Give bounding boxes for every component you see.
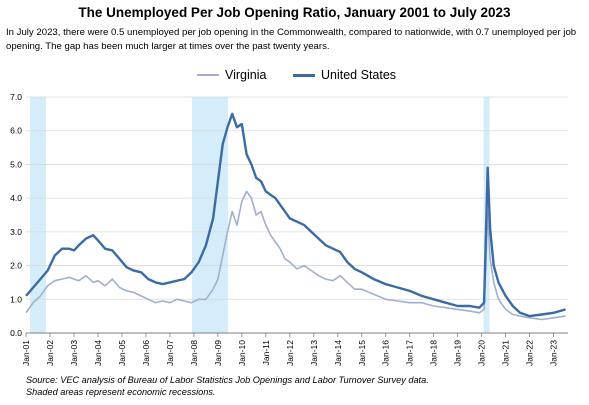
legend-item-virginia: Virginia: [197, 68, 266, 82]
x-tick-label-8: Jan-09: [213, 340, 223, 366]
x-tick-label-13: Jan-14: [333, 340, 343, 366]
x-tick-label-19: Jan-20: [477, 340, 487, 366]
series-line-virginia: [25, 190, 566, 321]
legend-item-united-states: United States: [293, 68, 396, 82]
legend-swatch-virginia: [197, 74, 219, 76]
y-tick-label-4: 4.0: [10, 193, 22, 203]
y-tick-label-7: 7.0: [10, 92, 22, 102]
recession-note: Shaded areas represent economic recessio…: [26, 387, 216, 397]
recession-band-1: [191, 97, 228, 333]
chart-title: The Unemployed Per Job Opening Ratio, Ja…: [78, 5, 511, 20]
x-tick-label-15: Jan-16: [381, 340, 391, 366]
y-tick-label-6: 6.0: [10, 126, 22, 136]
x-tick-label-7: Jan-08: [189, 340, 199, 366]
x-tick-label-6: Jan-07: [165, 340, 175, 366]
legend-swatch-united-states: [293, 73, 315, 77]
y-tick-label-5: 5.0: [10, 159, 22, 169]
x-tick-label-1: Jan-02: [45, 340, 55, 366]
series-line-united-states: [25, 112, 566, 318]
x-tick-label-22: Jan-23: [549, 340, 559, 366]
x-tick-label-4: Jan-05: [117, 340, 127, 366]
x-tick-label-0: Jan-01: [21, 340, 31, 366]
x-tick-label-9: Jan-10: [237, 340, 247, 366]
x-tick-label-2: Jan-03: [69, 340, 79, 366]
x-tick-label-3: Jan-04: [93, 340, 103, 366]
legend-label-united-states: United States: [321, 68, 397, 82]
x-tick-label-21: Jan-22: [525, 340, 535, 366]
recession-band-0: [30, 97, 46, 333]
chart-subtitle: In July 2023, there were 0.5 unemployed …: [6, 27, 577, 52]
y-tick-label-2: 2.0: [10, 261, 22, 271]
x-tick-label-12: Jan-13: [309, 340, 319, 366]
x-tick-label-14: Jan-15: [357, 340, 367, 366]
x-tick-label-20: Jan-21: [501, 340, 511, 366]
x-tick-label-5: Jan-06: [141, 340, 151, 366]
x-tick-label-18: Jan-19: [453, 340, 463, 366]
x-tick-label-10: Jan-11: [261, 340, 271, 366]
y-tick-label-1: 1.0: [10, 294, 22, 304]
legend-label-virginia: Virginia: [225, 68, 267, 82]
y-tick-label-0: 0.0: [10, 328, 22, 338]
x-tick-label-11: Jan-12: [285, 340, 295, 366]
x-tick-label-17: Jan-18: [429, 340, 439, 366]
source-note: Source: VEC analysis of Bureau of Labor …: [26, 375, 429, 385]
chart-footnote: Source: VEC analysis of Bureau of Labor …: [26, 374, 429, 398]
x-tick-label-16: Jan-17: [405, 340, 415, 366]
y-tick-label-3: 3.0: [10, 227, 22, 237]
